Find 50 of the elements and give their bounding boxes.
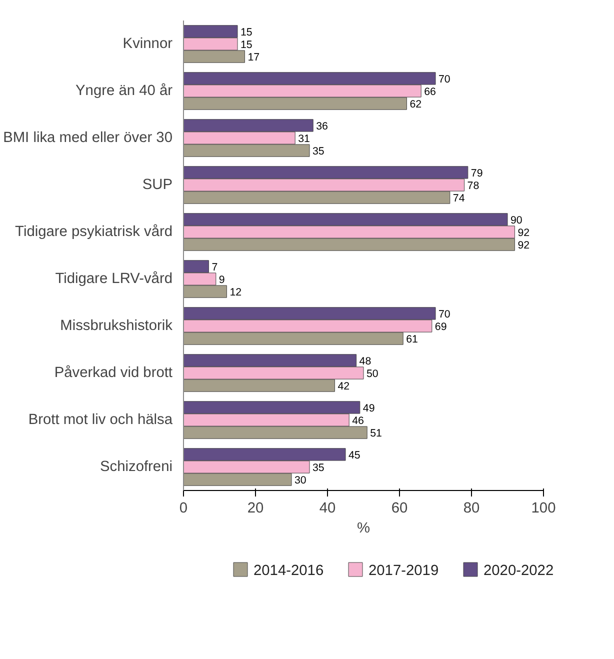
data-label: 50 [366, 368, 378, 380]
y-tick-label: Tidigare LRV-vård [55, 271, 173, 287]
data-label: 7 [212, 261, 218, 274]
data-label: 42 [338, 380, 350, 393]
x-tick-label: 40 [319, 500, 336, 516]
legend-label: 2017-2019 [368, 563, 439, 579]
data-label: 15 [240, 26, 252, 38]
y-tick-label: Yngre än 40 år [76, 83, 173, 99]
legend-label: 2020-2022 [484, 563, 554, 579]
data-label: 17 [248, 52, 260, 64]
data-label: 92 [518, 227, 530, 239]
data-label: 9 [218, 274, 225, 286]
data-label: 78 [467, 180, 480, 192]
x-tick-label: 20 [247, 500, 264, 516]
data-label: 69 [434, 321, 447, 333]
data-label: 66 [424, 86, 436, 98]
x-axis-title: % [356, 520, 370, 536]
data-label: 36 [316, 120, 328, 132]
data-label: 30 [294, 474, 306, 487]
data-label: 46 [352, 415, 364, 427]
x-tick-label: 100 [531, 500, 556, 516]
data-label: 62 [410, 98, 422, 111]
y-tick-label: Tidigare psykiatrisk vård [15, 224, 172, 240]
y-tick-label: Brott mot liv och hälsa [28, 412, 174, 428]
y-tick-label: Missbrukshistorik [60, 318, 174, 334]
data-label: 61 [406, 334, 418, 346]
data-label: 48 [359, 355, 372, 368]
data-label: 15 [240, 39, 252, 51]
data-label: 12 [230, 286, 242, 299]
y-tick-label: Påverkad vid brott [54, 365, 172, 381]
data-label: 70 [438, 308, 450, 320]
data-label: 35 [312, 146, 324, 158]
data-label: 74 [452, 192, 465, 205]
data-label: 49 [362, 402, 375, 414]
data-label: 90 [510, 214, 522, 226]
data-label: 92 [518, 240, 530, 252]
y-tick-label: Kvinnor [122, 36, 173, 52]
y-tick-label: Schizofreni [100, 459, 173, 475]
data-label: 70 [438, 73, 450, 86]
data-label: 31 [298, 133, 310, 145]
data-label: 45 [348, 449, 360, 462]
x-tick-label: 0 [179, 500, 188, 516]
x-tick-label: 80 [463, 500, 480, 516]
y-tick-label: SUP [142, 177, 173, 193]
data-label: 35 [312, 462, 324, 474]
x-tick-label: 60 [391, 500, 408, 516]
y-tick-label: BMI lika med eller över 30 [3, 130, 173, 146]
data-label: 79 [470, 167, 483, 180]
legend-label: 2014-2016 [254, 563, 324, 579]
data-label: 51 [370, 428, 382, 440]
